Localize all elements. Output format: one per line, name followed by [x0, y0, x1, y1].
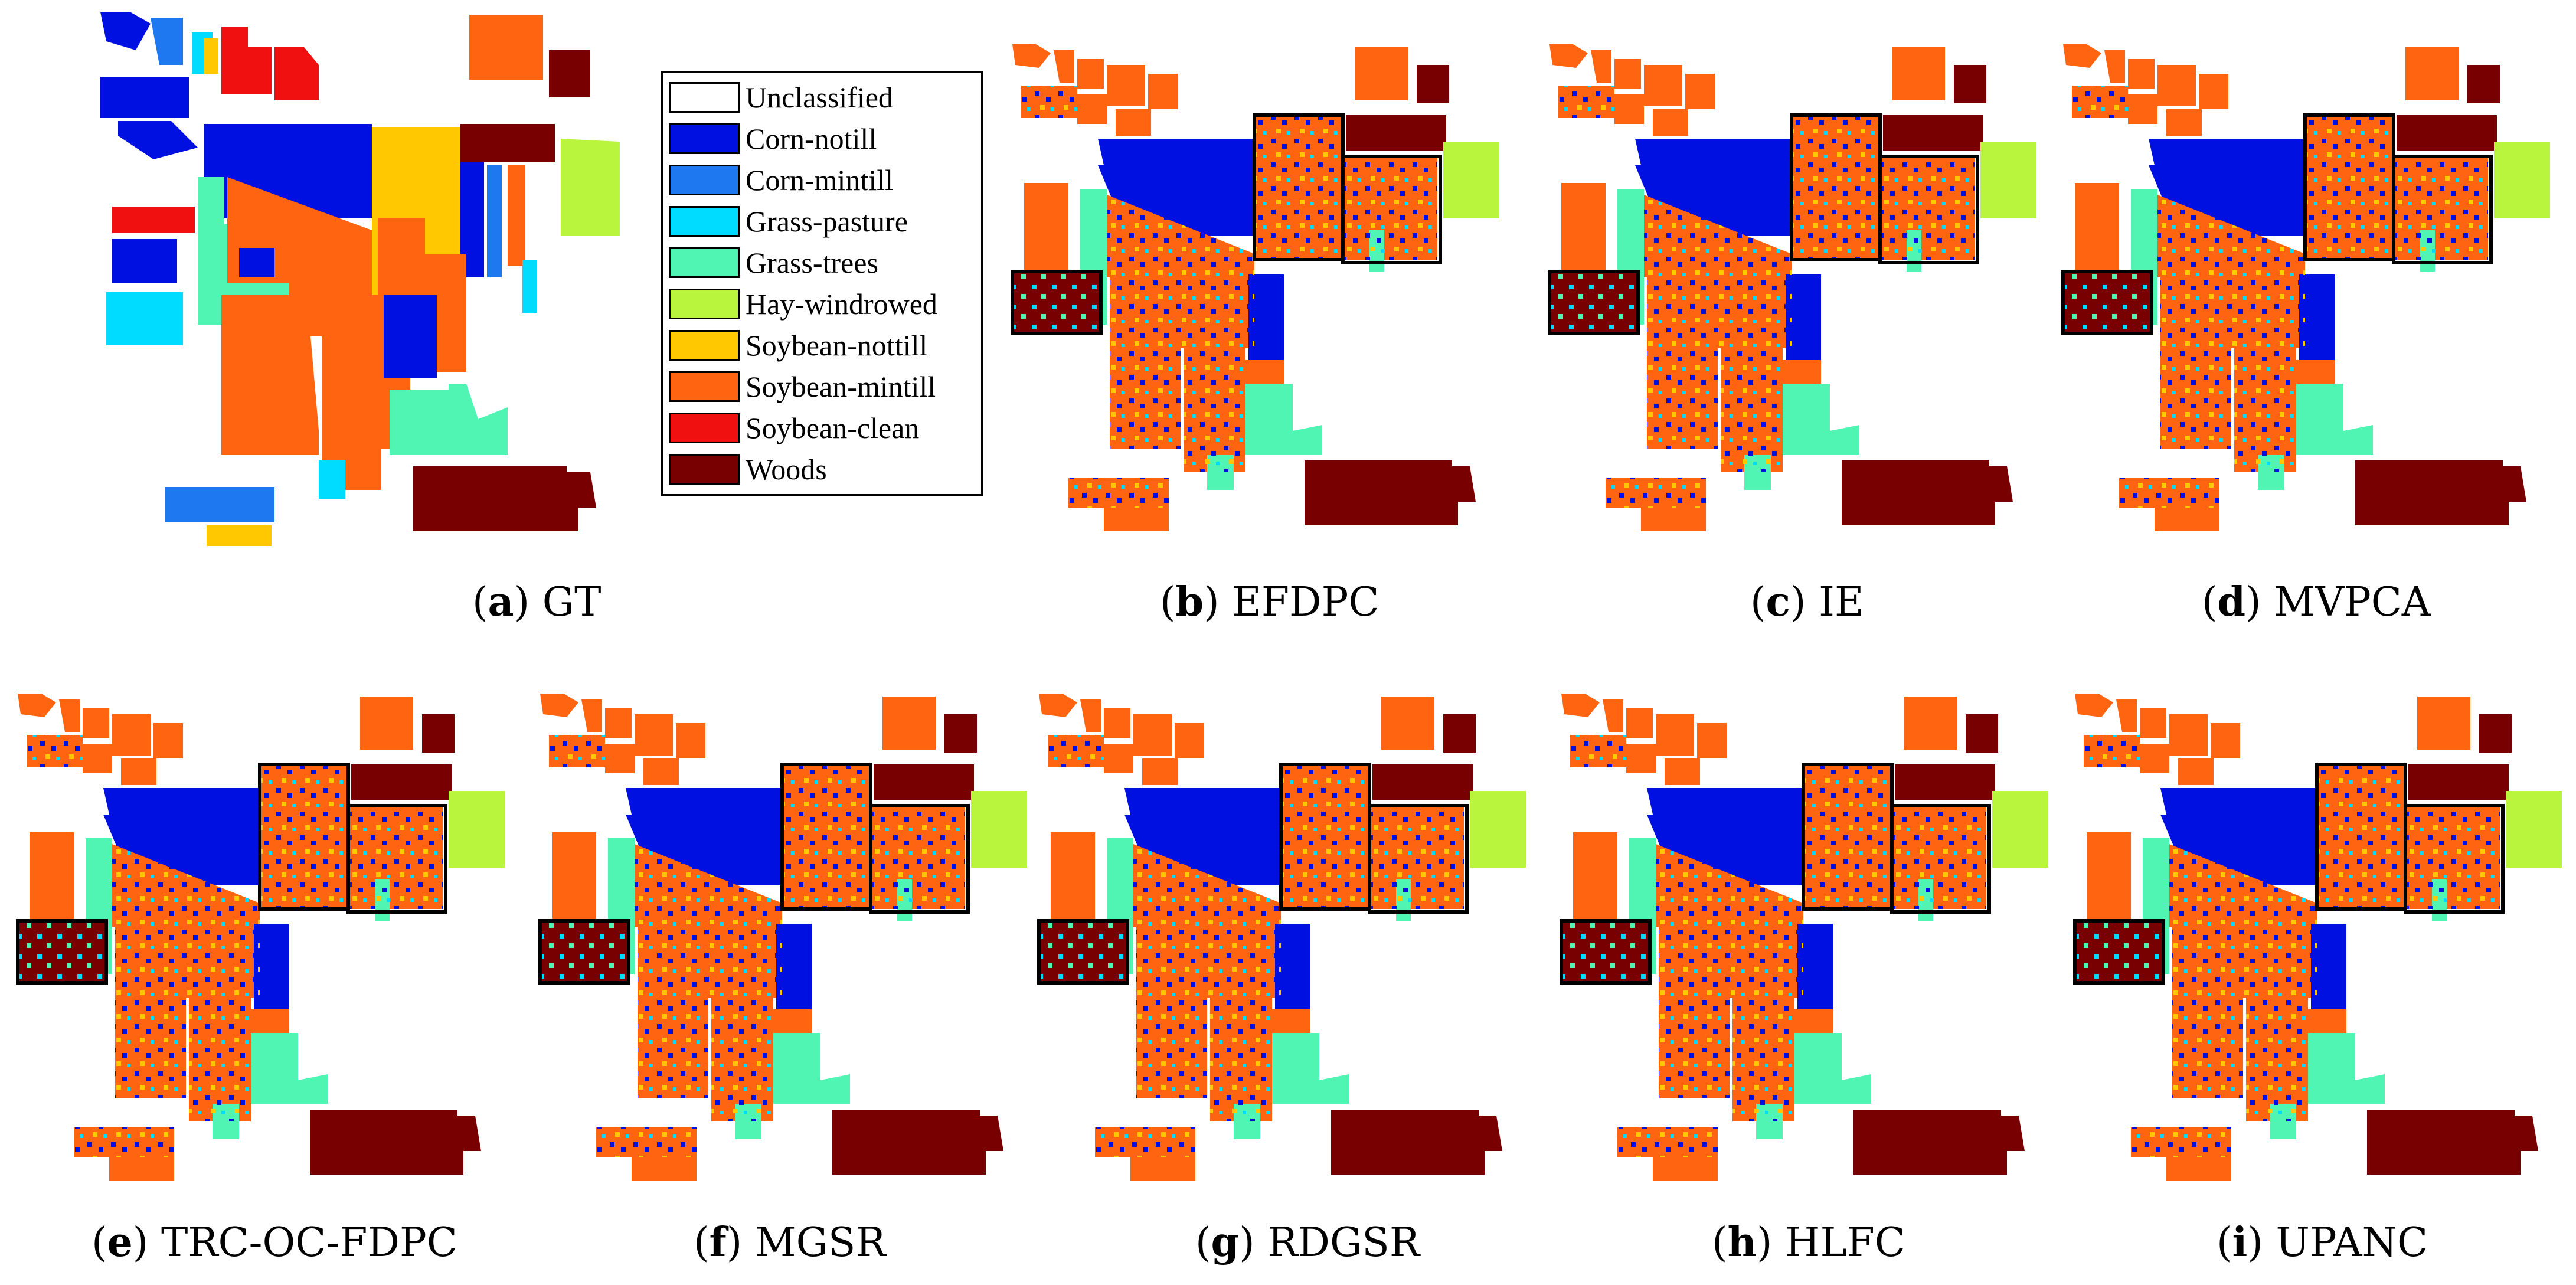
legend-item-soybean-clean: Soybean-clean [669, 409, 919, 447]
legend-item-soybean-mintill: Soybean-mintill [669, 368, 936, 406]
legend-item-soybean-nottill: Soybean-nottill [669, 326, 927, 364]
legend-swatch [669, 371, 740, 402]
legend-swatch [669, 454, 740, 485]
caption-c: (c) IE [1750, 578, 1864, 626]
legend-label: Hay-windrowed [746, 287, 937, 321]
legend-swatch [669, 82, 740, 113]
legend-label: Corn-mintill [746, 164, 893, 197]
caption-d: (d) MVPCA [2202, 578, 2431, 626]
legend-swatch [669, 165, 740, 195]
legend-swatch [669, 413, 740, 443]
legend-item-corn-mintill: Corn-mintill [669, 161, 893, 199]
caption-e: (e) TRC-OC-FDPC [91, 1219, 457, 1266]
efdpc-map [1009, 41, 1511, 549]
mvpca-map [2060, 41, 2562, 549]
gt-map [100, 12, 620, 546]
caption-f: (f) MGSR [694, 1219, 886, 1266]
legend-swatch [669, 123, 740, 154]
caption-b: (b) EFDPC [1160, 578, 1379, 626]
legend-item-woods: Woods [669, 450, 827, 488]
legend-item-grass-trees: Grass-trees [669, 244, 878, 282]
rdgsr-map [1036, 691, 1538, 1198]
legend-label: Grass-trees [746, 246, 878, 279]
legend-swatch [669, 330, 740, 361]
legend-label: Soybean-clean [746, 411, 920, 444]
legend-item-grass-pasture: Grass-pasture [669, 202, 908, 240]
legend-swatch [669, 206, 740, 237]
legend-label: Woods [746, 453, 827, 486]
legend-swatch [669, 247, 740, 278]
legend-label: Soybean-mintill [746, 370, 936, 403]
trc-oc-fdpc-map [15, 691, 516, 1198]
legend-swatch [669, 289, 740, 319]
legend-label: Unclassified [746, 81, 893, 114]
legend-item-corn-notill: Corn-notill [669, 120, 877, 158]
caption-g: (g) RDGSR [1195, 1219, 1420, 1266]
caption-i: (i) UPANC [2217, 1219, 2428, 1266]
legend-label: Corn-notill [746, 122, 877, 155]
legend-item-hay-windrowed: Hay-windrowed [669, 285, 937, 323]
caption-h: (h) HLFC [1712, 1219, 1905, 1266]
legend-label: Grass-pasture [746, 205, 908, 238]
hlfc-map [1558, 691, 2060, 1198]
upanc-map [2072, 691, 2574, 1198]
gt-fields [100, 12, 620, 546]
mgsr-map [537, 691, 1039, 1198]
legend: Unclassified Corn-notill Corn-mintill Gr… [661, 71, 983, 496]
legend-item-unclassified: Unclassified [669, 79, 893, 116]
legend-label: Soybean-nottill [746, 329, 928, 362]
ie-map [1547, 41, 2048, 549]
caption-a: (a) GT [472, 578, 601, 626]
